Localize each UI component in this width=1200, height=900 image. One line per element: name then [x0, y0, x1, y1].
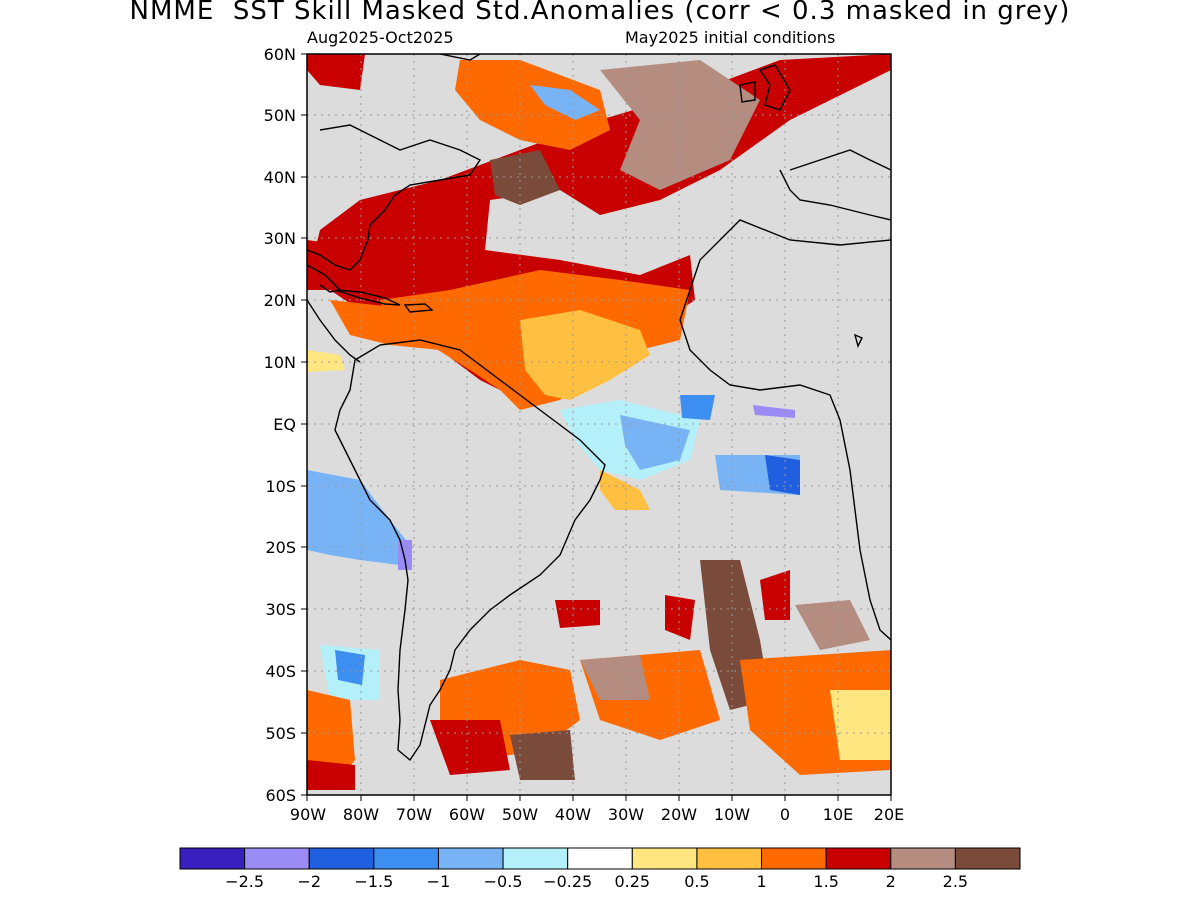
lon-label: 10E — [823, 805, 853, 824]
lon-label: 10W — [714, 805, 750, 824]
anomaly-region-chile-purple — [398, 540, 412, 570]
lon-label: 0 — [780, 805, 790, 824]
lon-label: 80W — [343, 805, 379, 824]
anomaly-region-sw-red — [307, 760, 355, 790]
lat-label: EQ — [273, 415, 296, 434]
colorbar-swatch — [179, 847, 246, 870]
coast-iberia — [779, 169, 891, 221]
anomaly-region-south-mid-brown — [580, 655, 650, 700]
lat-label: 40S — [265, 662, 296, 681]
period-label: Aug2025-Oct2025 — [307, 28, 454, 47]
coast-ireland — [739, 81, 756, 103]
lat-label: 50S — [265, 724, 296, 743]
anomaly-region-tropical-yellow — [520, 310, 650, 400]
colorbar-tick-label: −1.5 — [354, 872, 393, 891]
lon-label: 20E — [874, 805, 904, 824]
anomaly-region-s-atlantic-red — [555, 600, 600, 628]
colorbar-swatch — [567, 847, 633, 870]
lat-label: 60S — [265, 786, 296, 805]
latitude-labels: 60N 50N 40N 30N 20N 10N EQ 10S 20S 30S 4… — [264, 45, 296, 805]
colorbar-tick-label: −2.5 — [225, 872, 264, 891]
colorbar-tick-label: −1 — [427, 872, 451, 891]
colorbar — [179, 847, 1021, 870]
lon-label: 60W — [449, 805, 485, 824]
colorbar-tick-label: 1 — [756, 872, 766, 891]
lon-label: 70W — [396, 805, 432, 824]
colorbar-tick-label: −0.5 — [484, 872, 523, 891]
colorbar-swatch — [631, 847, 698, 870]
longitude-labels: 90W 80W 70W 60W 50W 40W 30W 20W 10W 0 10… — [290, 805, 904, 824]
anomaly-region-equatorial-blue — [620, 415, 690, 470]
anomaly-region-gulf-guinea-blue — [680, 395, 715, 420]
anomaly-region-gulf-guinea-purple — [753, 405, 795, 418]
colorbar-swatch — [437, 847, 504, 870]
anomaly-region-peru-blue — [307, 470, 410, 565]
coast-island — [853, 333, 863, 348]
lat-label: 60N — [264, 45, 296, 64]
colorbar-swatch — [890, 847, 956, 870]
colorbar-labels: −2.5 −2 −1.5 −1 −0.5 −0.25 0.25 0.5 1 1.5 2 2.5 — [225, 872, 968, 891]
anomaly-region-south-brown — [510, 730, 575, 780]
coast-cuba — [334, 289, 401, 306]
colorbar-swatch — [825, 847, 892, 870]
colorbar-swatch — [502, 847, 569, 870]
colorbar-tick-label: −2 — [297, 872, 321, 891]
lon-label: 50W — [502, 805, 538, 824]
colorbar-swatch — [244, 847, 310, 870]
colorbar-swatch — [696, 847, 763, 870]
anomaly-region-patagonia-red — [430, 720, 510, 775]
anomaly-region-caribbean-orange — [330, 300, 460, 350]
anomaly-region-brazil-orange — [600, 470, 650, 510]
lat-label: 50N — [264, 106, 296, 125]
lon-label: 20W — [661, 805, 697, 824]
colorbar-tick-label: 2.5 — [943, 872, 968, 891]
anomaly-region-south-east-yellow — [830, 690, 891, 760]
initial-conditions-label: May2025 initial conditions — [625, 28, 836, 47]
coast-north-america — [307, 124, 482, 271]
anomaly-region-benguela-brown — [795, 600, 870, 650]
anomaly-region-brown-north — [600, 60, 760, 190]
axis-ticks — [301, 53, 892, 801]
lat-label: 10N — [264, 353, 296, 372]
coast-central-america — [307, 299, 361, 363]
lat-label: 30S — [265, 600, 296, 619]
lat-label: 20S — [265, 538, 296, 557]
anomaly-region-s-atlantic-red-2 — [665, 595, 695, 640]
colorbar-swatch — [954, 847, 1021, 870]
colorbar-tick-label: 0.5 — [684, 872, 709, 891]
anomaly-region-nw-red — [307, 54, 365, 90]
coast-africa — [679, 219, 891, 641]
colorbar-tick-label: 2 — [886, 872, 896, 891]
anomaly-region-gulfstream-orange — [455, 60, 610, 150]
map-title: NMME SST Skill Masked Std.Anomalies (cor… — [129, 0, 1071, 26]
gridlines — [307, 54, 891, 795]
coast-britain — [758, 64, 791, 111]
anomaly-region-angola-dark-blue — [765, 455, 800, 495]
lat-label: 30N — [264, 229, 296, 248]
coastlines — [307, 54, 891, 762]
lon-label: 40W — [555, 805, 591, 824]
colorbar-tick-label: −0.25 — [543, 872, 592, 891]
coast-south-america — [334, 339, 606, 762]
colorbar-tick-label: 1.5 — [813, 872, 838, 891]
anomaly-region-pacific-yellow — [307, 350, 345, 372]
colorbar-swatch — [761, 847, 827, 870]
anomaly-region-pacific-south-blue-core — [335, 650, 365, 685]
anomaly-region-labrador-blue — [530, 85, 600, 120]
lat-label: 20N — [264, 291, 296, 310]
anomaly-region-south-east-red — [760, 570, 790, 620]
colorbar-tick-label: 0.25 — [614, 872, 650, 891]
coast-hispaniola — [403, 303, 434, 313]
lon-label: 30W — [608, 805, 644, 824]
lon-label: 90W — [290, 805, 326, 824]
anomaly-fields — [307, 54, 891, 790]
lat-label: 40N — [264, 168, 296, 187]
lat-label: 10S — [265, 477, 296, 496]
coast-greenland — [439, 54, 481, 61]
coast-europe — [789, 149, 891, 171]
colorbar-swatch — [373, 847, 439, 870]
colorbar-swatch — [308, 847, 375, 870]
